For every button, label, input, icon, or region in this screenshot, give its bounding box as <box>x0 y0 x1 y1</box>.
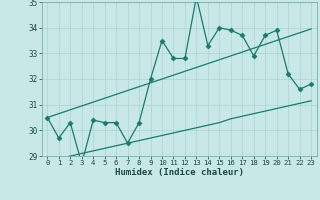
X-axis label: Humidex (Indice chaleur): Humidex (Indice chaleur) <box>115 168 244 177</box>
